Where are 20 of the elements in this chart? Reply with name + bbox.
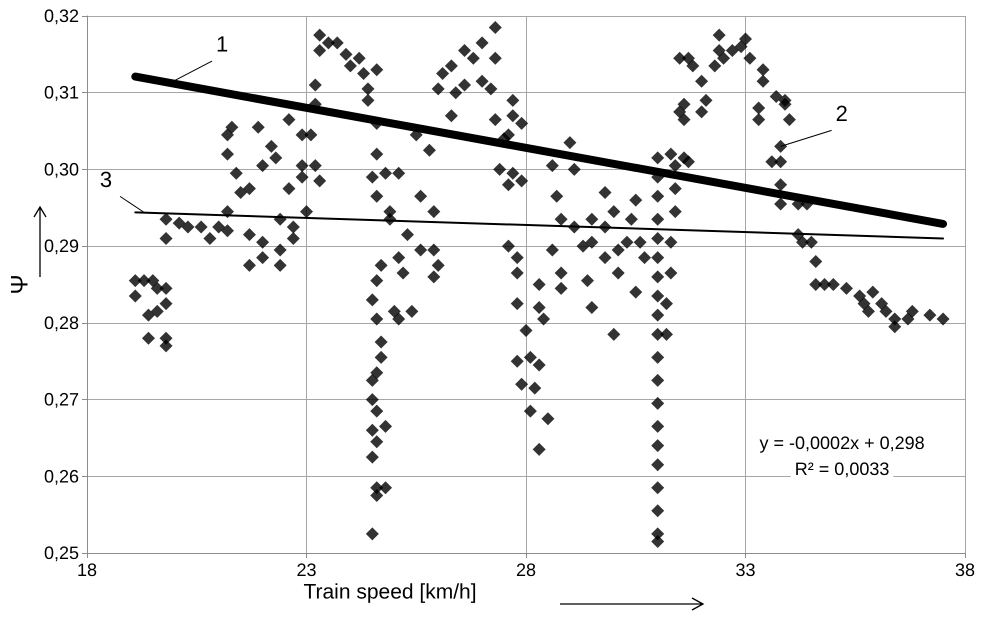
annotation: 3: [100, 166, 112, 192]
x-tick-label: 23: [296, 560, 317, 580]
x-tick-label: 38: [954, 560, 976, 580]
y-tick-label: 0,31: [44, 82, 79, 103]
y-tick-label: 0,29: [44, 236, 79, 256]
annotation: 2: [836, 100, 848, 126]
annotation: R² = 0,0033: [794, 458, 890, 479]
y-tick-label: 0,28: [44, 312, 79, 333]
y-tick-label: 0,26: [44, 466, 79, 486]
y-tick-label: 0,32: [44, 6, 79, 26]
x-axis-title: Train speed [km/h]: [303, 580, 477, 604]
y-tick-label: 0,25: [44, 543, 79, 563]
x-tick-label: 18: [76, 560, 98, 580]
annotation: y = -0,0002x + 0,298: [760, 432, 925, 453]
y-tick-label: 0,27: [44, 390, 79, 410]
x-tick-label: 28: [516, 560, 536, 580]
y-tick-label: 0,30: [44, 159, 79, 180]
x-tick-label: 33: [735, 560, 756, 580]
annotation: 1: [216, 32, 228, 57]
y-axis-title: Ψ: [6, 274, 34, 295]
